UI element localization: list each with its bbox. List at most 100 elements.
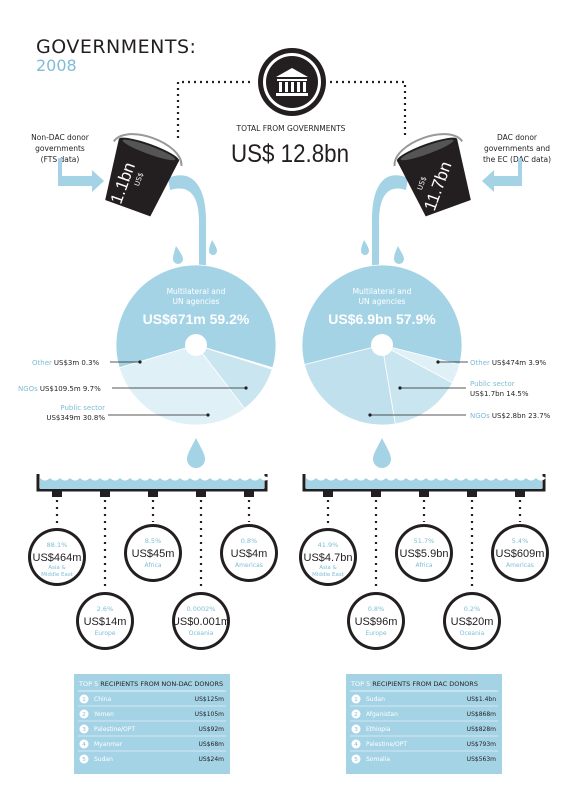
region-percent: 88.1%	[47, 541, 68, 549]
recipient-name: Palestine/OPT	[366, 741, 407, 748]
region-amount: US$20m	[451, 616, 494, 628]
svg-text:UN agencies: UN agencies	[173, 297, 220, 306]
region-amount: US$96m	[355, 616, 398, 628]
rank-badge	[79, 754, 89, 764]
right-water-trough	[302, 474, 546, 492]
left-public-sector-value: US$349m 30.8%	[46, 414, 105, 422]
region-percent: 0.0002%	[187, 605, 216, 613]
right-ngos-label: NGOs US$2.8bn 23.7%	[470, 412, 551, 420]
right-pour-stream	[361, 175, 408, 270]
left_regions-region-1: 2.6% US$14m Europe	[76, 500, 134, 650]
rank-number: 3	[82, 727, 86, 733]
svg-text:Multilateral and: Multilateral and	[353, 287, 412, 296]
left-pie-slice-0	[115, 264, 277, 369]
left_regions-spigot-icon	[100, 490, 110, 497]
svg-text:DAC donor: DAC donor	[497, 133, 538, 142]
right_regions-spigot-icon	[467, 490, 477, 497]
right-public-sector-value: US$1.7bn 14.5%	[470, 390, 529, 398]
recipient-value: US$92m	[199, 726, 225, 733]
total-value: US$ 12.8bn	[231, 140, 349, 168]
svg-text:the EC (DAC data): the EC (DAC data)	[483, 155, 551, 164]
left-pie-callouts: Other US$3m 0.3% NGOs US$109.5m 9.7% Publi…	[18, 359, 248, 422]
recipient-name: Palestine/OPT	[94, 726, 135, 733]
total-label: TOTAL FROM GOVERNMENTS	[236, 124, 346, 133]
rank-number: 4	[354, 742, 358, 748]
right-pie-chart	[301, 264, 463, 426]
rank-number: 3	[354, 727, 358, 733]
right-public-sector-name: Public sector	[470, 380, 515, 388]
recipient-name: Sudan	[366, 696, 385, 703]
recipient-name: Afganistan	[366, 711, 398, 718]
rank-badge	[351, 709, 361, 719]
rank-number: 2	[82, 712, 86, 718]
right-bucket-icon	[393, 133, 471, 217]
right_regions-region-4: 5.4% US$609m Americas	[491, 500, 549, 582]
rank-badge	[79, 739, 89, 749]
recipient-value: US$793m	[467, 741, 496, 748]
region-amount: US$4.7bn	[304, 552, 353, 564]
recipient-value: US$563m	[467, 756, 496, 763]
left-arrow-icon	[58, 158, 104, 192]
recipient-name: Sudan	[94, 756, 113, 763]
left_regions-spigot-icon	[52, 490, 62, 497]
table-row: 4 Palestine/OPT US$793m	[350, 739, 498, 752]
table-row: 4 Myanmar US$68m	[78, 739, 226, 752]
region-name: Africa	[415, 562, 432, 569]
region-name: Europe	[94, 630, 115, 637]
svg-text:Non-DAC donor: Non-DAC donor	[31, 133, 90, 142]
table-row: 2 Afganistan US$868m	[350, 709, 498, 722]
recipient-value: US$125m	[195, 696, 224, 703]
region-name: Africa	[144, 562, 161, 569]
left-pie-center-hole	[185, 334, 207, 356]
left-public-sector-name: Public sector	[60, 404, 105, 412]
right_regions-spigot-icon	[323, 490, 333, 497]
rank-badge	[351, 724, 361, 734]
left-pie-chart	[115, 264, 277, 426]
recipient-name: China	[94, 696, 111, 703]
rank-badge	[79, 724, 89, 734]
right_regions-spigot-icon	[419, 490, 429, 497]
rank-badge	[79, 694, 89, 704]
right-pie-center-hole	[371, 334, 393, 356]
right_regions-spigot-icon	[371, 490, 381, 497]
recipient-name: Yemen	[93, 711, 114, 718]
region-percent: 8.5%	[145, 537, 162, 545]
left_regions-spigot-icon	[196, 490, 206, 497]
right-pie-callouts: Other US$474m 3.9% Public sector US$1.7bn…	[368, 359, 551, 420]
svg-text:US$671m 59.2%: US$671m 59.2%	[143, 311, 250, 327]
rank-number: 1	[82, 697, 86, 703]
region-percent: 51.7%	[414, 537, 435, 545]
region-name: Americas	[235, 562, 263, 569]
connector-lines	[176, 80, 407, 138]
rank-number: 5	[82, 757, 86, 763]
left_regions-spigot-icon	[244, 490, 254, 497]
recipient-value: US$68m	[199, 741, 225, 748]
page-title: GOVERNMENTS:	[36, 36, 196, 58]
right-arrow-icon	[482, 158, 522, 192]
left-ngos-label: NGOs US$109.5m 9.7%	[18, 385, 101, 393]
left-top5-table: TOP 5 RECIPIENTS FROM NON-DAC DONORS 1 Chi…	[74, 674, 230, 774]
right_regions-region-2: 51.7% US$5.9bn Africa	[395, 500, 453, 582]
right_regions-region-3: 0.2% US$20m Oceania	[443, 500, 501, 650]
region-amount: US$5.9bn	[400, 548, 449, 560]
left_regions-region-4: 0.8% US$4m Americas	[220, 500, 278, 582]
region-name: Americas	[506, 562, 534, 569]
page-year: 2008	[36, 56, 77, 75]
left_top5-title: TOP 5 RECIPIENTS FROM NON-DAC DONORS	[78, 680, 223, 688]
government-building-icon	[258, 48, 326, 116]
rank-badge	[351, 754, 361, 764]
region-amount: US$0.001m	[172, 616, 230, 628]
rank-badge	[351, 694, 361, 704]
svg-text:US$6.9bn 57.9%: US$6.9bn 57.9%	[328, 311, 436, 327]
recipient-name: Myanmar	[94, 741, 123, 748]
table-row: 1 Sudan US$1.4bn	[350, 694, 498, 707]
left-water-drop-icon	[187, 438, 205, 468]
left-pie-top-label: Multilateral and UN agencies US$671m 59.…	[143, 287, 250, 327]
left_regions-region-3: 0.0002% US$0.001m Oceania	[172, 500, 230, 650]
recipient-name: Ethiopia	[366, 726, 391, 733]
recipient-value: US$868m	[467, 711, 496, 718]
region-amount: US$14m	[84, 616, 127, 628]
